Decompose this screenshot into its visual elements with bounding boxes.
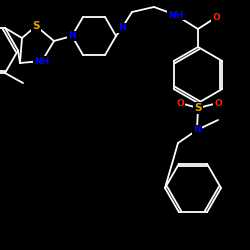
Text: O: O bbox=[212, 12, 220, 22]
Text: S: S bbox=[194, 103, 202, 113]
Text: S: S bbox=[32, 21, 40, 31]
Text: O: O bbox=[214, 98, 222, 108]
Text: N: N bbox=[118, 24, 126, 32]
Text: NH: NH bbox=[34, 56, 50, 66]
Text: N: N bbox=[193, 126, 201, 134]
Text: N: N bbox=[68, 32, 76, 40]
Text: NH: NH bbox=[168, 10, 184, 20]
Text: O: O bbox=[176, 98, 184, 108]
